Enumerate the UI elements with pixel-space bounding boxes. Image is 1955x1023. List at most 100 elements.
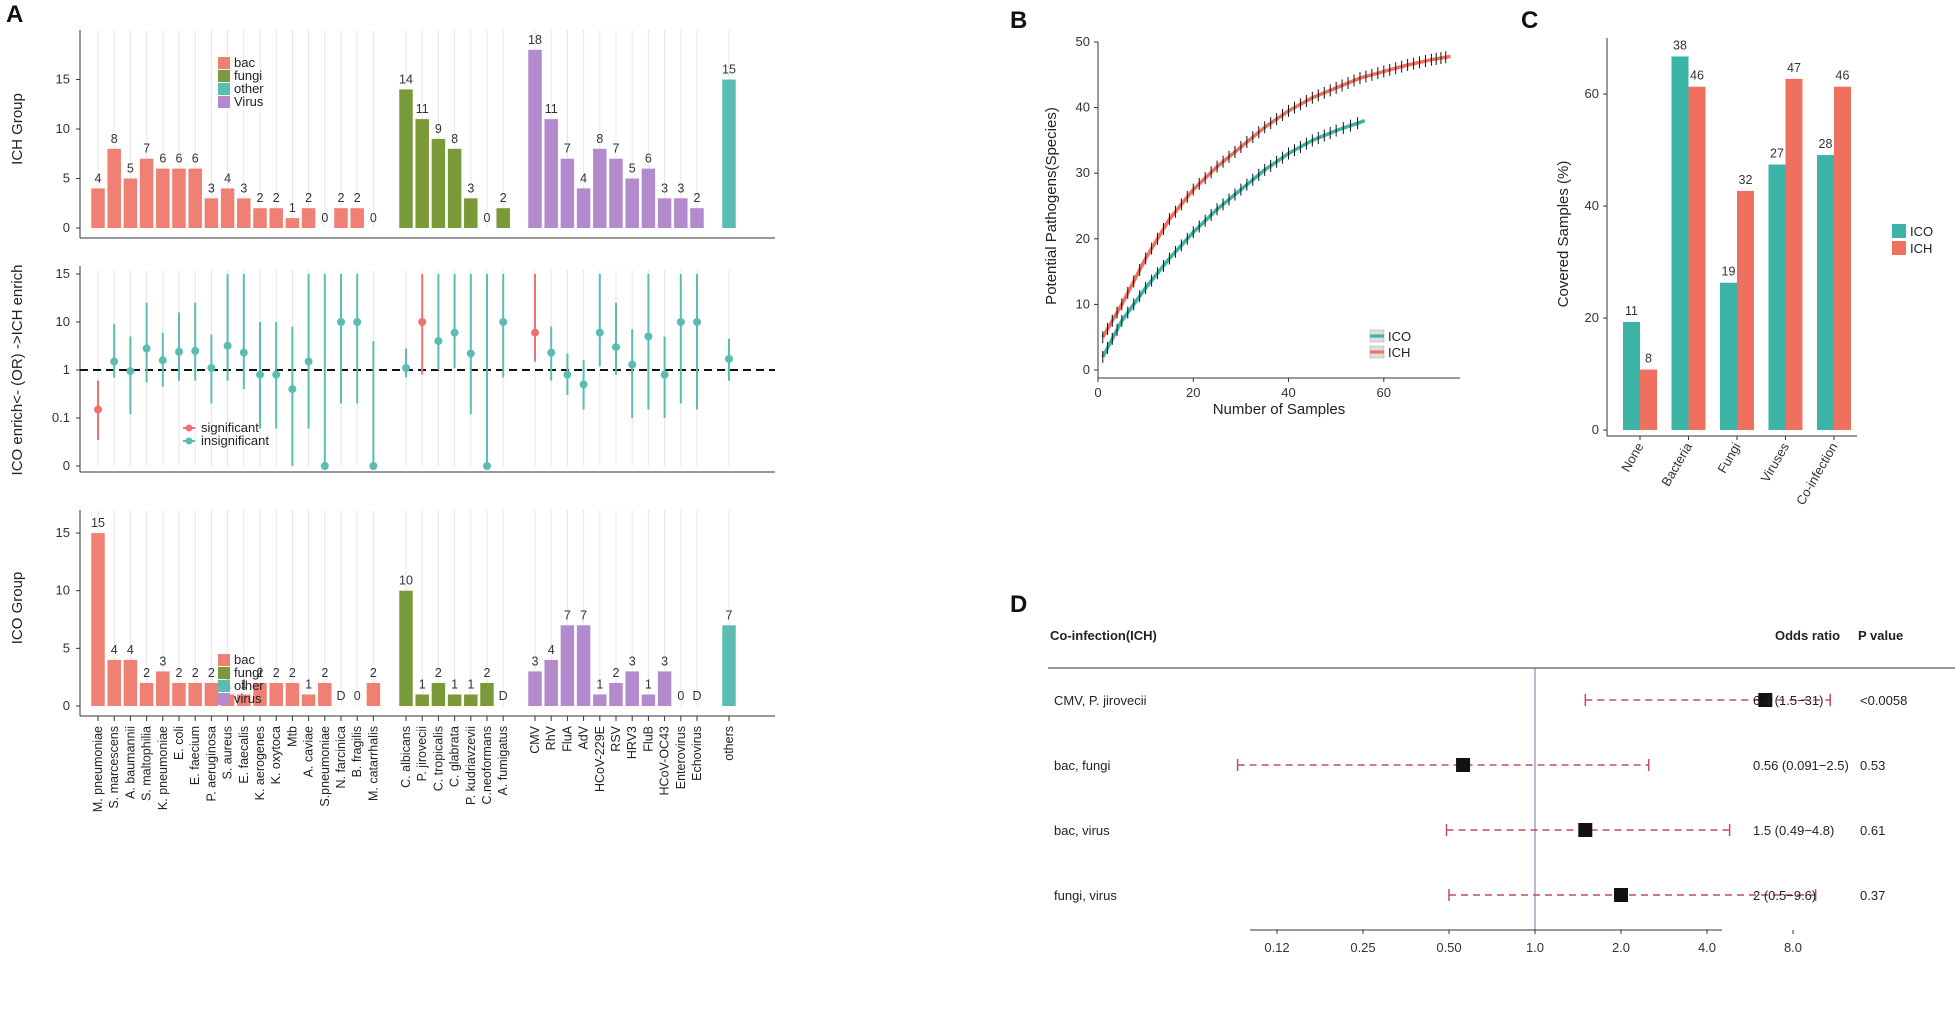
bar-ico — [1671, 56, 1689, 430]
bar-bac — [139, 682, 154, 706]
x-category-label: E. faecalis — [237, 726, 251, 784]
bar-value-label: 7 — [564, 142, 571, 156]
x-category-label: K. pneumoniae — [156, 726, 170, 810]
bar-virus — [576, 625, 591, 706]
legend-label: ICH — [1910, 241, 1932, 256]
bar-fungi — [464, 694, 478, 706]
point-insignificant — [402, 364, 410, 373]
bar-value-label: 4 — [224, 171, 231, 185]
x-category-label: HRV3 — [625, 726, 639, 759]
x-category-label: Enterovirus — [674, 726, 688, 789]
y-axis-title: ICO enrich<- (OR) ->ICH enrich — [9, 265, 26, 476]
bar-bac — [123, 659, 138, 706]
y-tick-label: 15 — [56, 72, 70, 87]
bar-value-label: 5 — [127, 162, 134, 176]
column-header-odds-ratio: Odds ratio — [1775, 628, 1840, 643]
bar-value-label: 2 — [273, 191, 280, 205]
x-category-label: Viruses — [1758, 440, 1793, 485]
bar-value-label: 1 — [451, 677, 458, 691]
bar-value-label: 2 — [143, 666, 150, 680]
x-category-label: others — [722, 726, 736, 761]
bar-value-label: 2 — [273, 666, 280, 680]
bar-bac — [285, 682, 300, 706]
bar-virus — [560, 625, 575, 706]
odds-ratio-marker — [1614, 888, 1628, 902]
legend-swatch — [218, 57, 230, 69]
legend-label: significant — [201, 420, 259, 435]
legend-label: virus — [234, 691, 262, 706]
bar-fungi — [399, 590, 413, 706]
legend-swatch — [218, 680, 230, 692]
bar-fungi — [399, 89, 413, 229]
y-tick-label: 0 — [63, 698, 70, 713]
point-insignificant — [304, 357, 313, 366]
bar-bac — [188, 168, 202, 228]
bar-value-label: 8 — [596, 132, 603, 146]
y-tick-label: 20 — [1585, 310, 1599, 325]
point-insignificant — [725, 354, 733, 363]
bar-value-label: 2 — [354, 191, 361, 205]
legend-label: ICO — [1910, 224, 1933, 239]
y-tick-label: 5 — [63, 171, 70, 186]
x-category-label: A. fumigatus — [496, 726, 510, 795]
point-significant — [94, 405, 102, 414]
bar-value-label: 7 — [143, 142, 150, 156]
curve-ico — [1101, 119, 1366, 358]
x-category-label: Fungi — [1714, 440, 1743, 476]
y-tick-label: 50 — [1076, 34, 1090, 49]
point-insignificant — [434, 337, 443, 346]
bar-bac — [107, 659, 121, 706]
legend-swatch — [1892, 241, 1906, 255]
p-value-text: 0.53 — [1860, 758, 1885, 773]
bar-value-label: 46 — [1836, 69, 1850, 83]
legend-label: other — [234, 81, 264, 96]
bar-fungi — [447, 694, 462, 706]
bar-fungi — [480, 682, 494, 706]
panel-d-forest-plot: Co-infection(ICH) Odds ratio P value 0.12 0.… — [1048, 628, 1955, 955]
bar-virus — [625, 671, 639, 706]
x-tick-label: 0.12 — [1264, 940, 1289, 955]
panel-label-a: A — [6, 1, 23, 28]
bar-fungi — [464, 198, 478, 228]
bar-value-label: 6 — [159, 152, 166, 166]
bar-bac — [123, 178, 138, 228]
bar-virus — [641, 694, 656, 706]
bar-bac — [318, 682, 332, 706]
bar-value-label: 10 — [399, 574, 413, 588]
bar-value-label: 4 — [580, 171, 587, 185]
x-tick-label: 40 — [1281, 385, 1295, 400]
bar-virus — [593, 148, 607, 228]
bar-bac — [204, 198, 219, 228]
y-tick-label: 40 — [1585, 198, 1599, 213]
bar-value-label: 2 — [338, 191, 345, 205]
bar-ico — [1623, 321, 1640, 430]
x-category-label: K. oxytoca — [269, 726, 283, 784]
point-insignificant — [579, 380, 588, 389]
x-category-label: RhV — [544, 725, 558, 750]
bar-value-label: 3 — [629, 654, 636, 668]
bar-value-label: D — [692, 689, 701, 703]
bar-value-label: 3 — [240, 181, 247, 195]
bar-value-label: 2 — [613, 666, 620, 680]
bar-value-label: 11 — [416, 102, 429, 116]
panel-a-odds-ratio-plot: 0 0.1 1 10 15 ICO enrich<- (OR) ->ICH enrich s… — [9, 265, 775, 476]
y-tick-label: 10 — [56, 121, 70, 136]
bar-value-label: 2 — [289, 666, 296, 680]
bar-virus — [544, 659, 558, 706]
odds-ratio-marker — [1578, 823, 1593, 837]
bar-bac — [156, 168, 170, 228]
legend-swatch — [218, 693, 230, 705]
point-insignificant — [110, 357, 119, 366]
bar-bac — [156, 671, 170, 706]
forest-title: Co-infection(ICH) — [1050, 628, 1157, 643]
bar-value-label: 1 — [467, 677, 474, 691]
y-tick-label: 10 — [1076, 296, 1090, 311]
panel-label-b: B — [1010, 7, 1027, 34]
bar-value-label: 2 — [694, 191, 701, 205]
panel-label-c: C — [1521, 7, 1538, 34]
legend-label: insignificant — [201, 433, 269, 448]
bar-value-label: 0 — [370, 211, 377, 225]
point-significant — [418, 318, 427, 326]
point-insignificant — [450, 328, 459, 337]
